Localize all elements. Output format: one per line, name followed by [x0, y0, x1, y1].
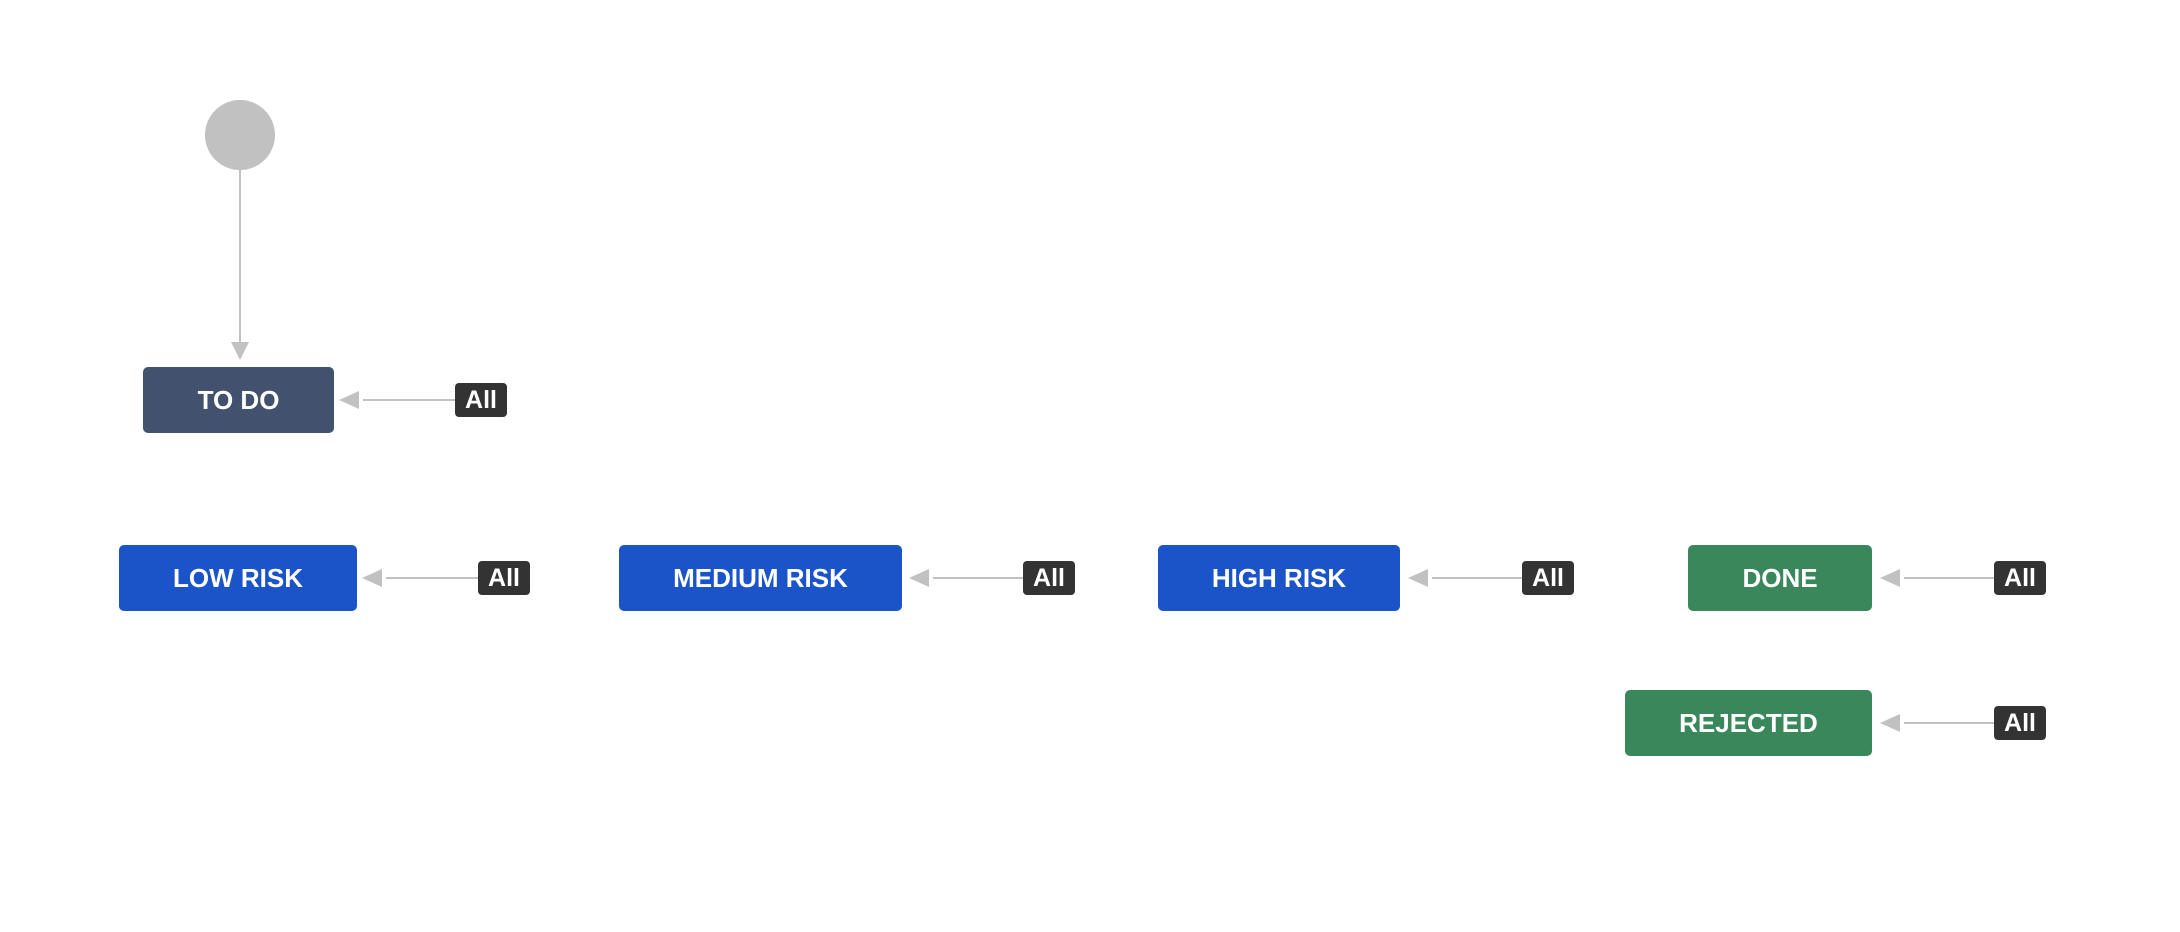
status-low-risk[interactable]: LOW RISK: [119, 545, 357, 611]
status-rejected[interactable]: REJECTED: [1625, 690, 1872, 756]
global-transition-done: [1880, 569, 1997, 587]
transition-label-text: All: [2004, 708, 2036, 737]
global-transition-medium-risk: [909, 569, 1026, 587]
status-medium-risk[interactable]: MEDIUM RISK: [619, 545, 902, 611]
transition-label-text: All: [1033, 563, 1065, 592]
transition-label-low-risk[interactable]: All: [478, 561, 530, 595]
initial-transition-arrowhead: [231, 342, 249, 360]
global-transition-high-risk: [1408, 569, 1525, 587]
arrowhead-icon: [1408, 569, 1428, 587]
status-label: TO DO: [197, 384, 280, 415]
start-circle-icon[interactable]: [205, 100, 275, 170]
transition-label-text: All: [465, 385, 497, 414]
status-label: REJECTED: [1679, 707, 1818, 738]
global-transition-todo: [339, 391, 458, 409]
transition-label-rejected[interactable]: All: [1994, 706, 2046, 740]
status-high-risk[interactable]: HIGH RISK: [1158, 545, 1400, 611]
global-transition-low-risk: [362, 569, 481, 587]
transition-label-text: All: [2004, 563, 2036, 592]
transition-label-medium-risk[interactable]: All: [1023, 561, 1075, 595]
status-label: DONE: [1742, 562, 1818, 593]
arrowhead-icon: [909, 569, 929, 587]
global-transition-rejected: [1880, 714, 1997, 732]
transition-label-todo[interactable]: All: [455, 383, 507, 417]
transition-label-done[interactable]: All: [1994, 561, 2046, 595]
status-label: MEDIUM RISK: [673, 562, 848, 593]
transition-label-text: All: [1532, 563, 1564, 592]
status-label: LOW RISK: [173, 562, 303, 593]
transition-label-high-risk[interactable]: All: [1522, 561, 1574, 595]
transition-label-text: All: [488, 563, 520, 592]
status-done[interactable]: DONE: [1688, 545, 1872, 611]
arrowhead-icon: [339, 391, 359, 409]
arrowhead-icon: [362, 569, 382, 587]
status-todo[interactable]: TO DO: [143, 367, 334, 433]
arrowhead-icon: [1880, 569, 1900, 587]
status-label: HIGH RISK: [1211, 562, 1347, 593]
arrowhead-icon: [1880, 714, 1900, 732]
